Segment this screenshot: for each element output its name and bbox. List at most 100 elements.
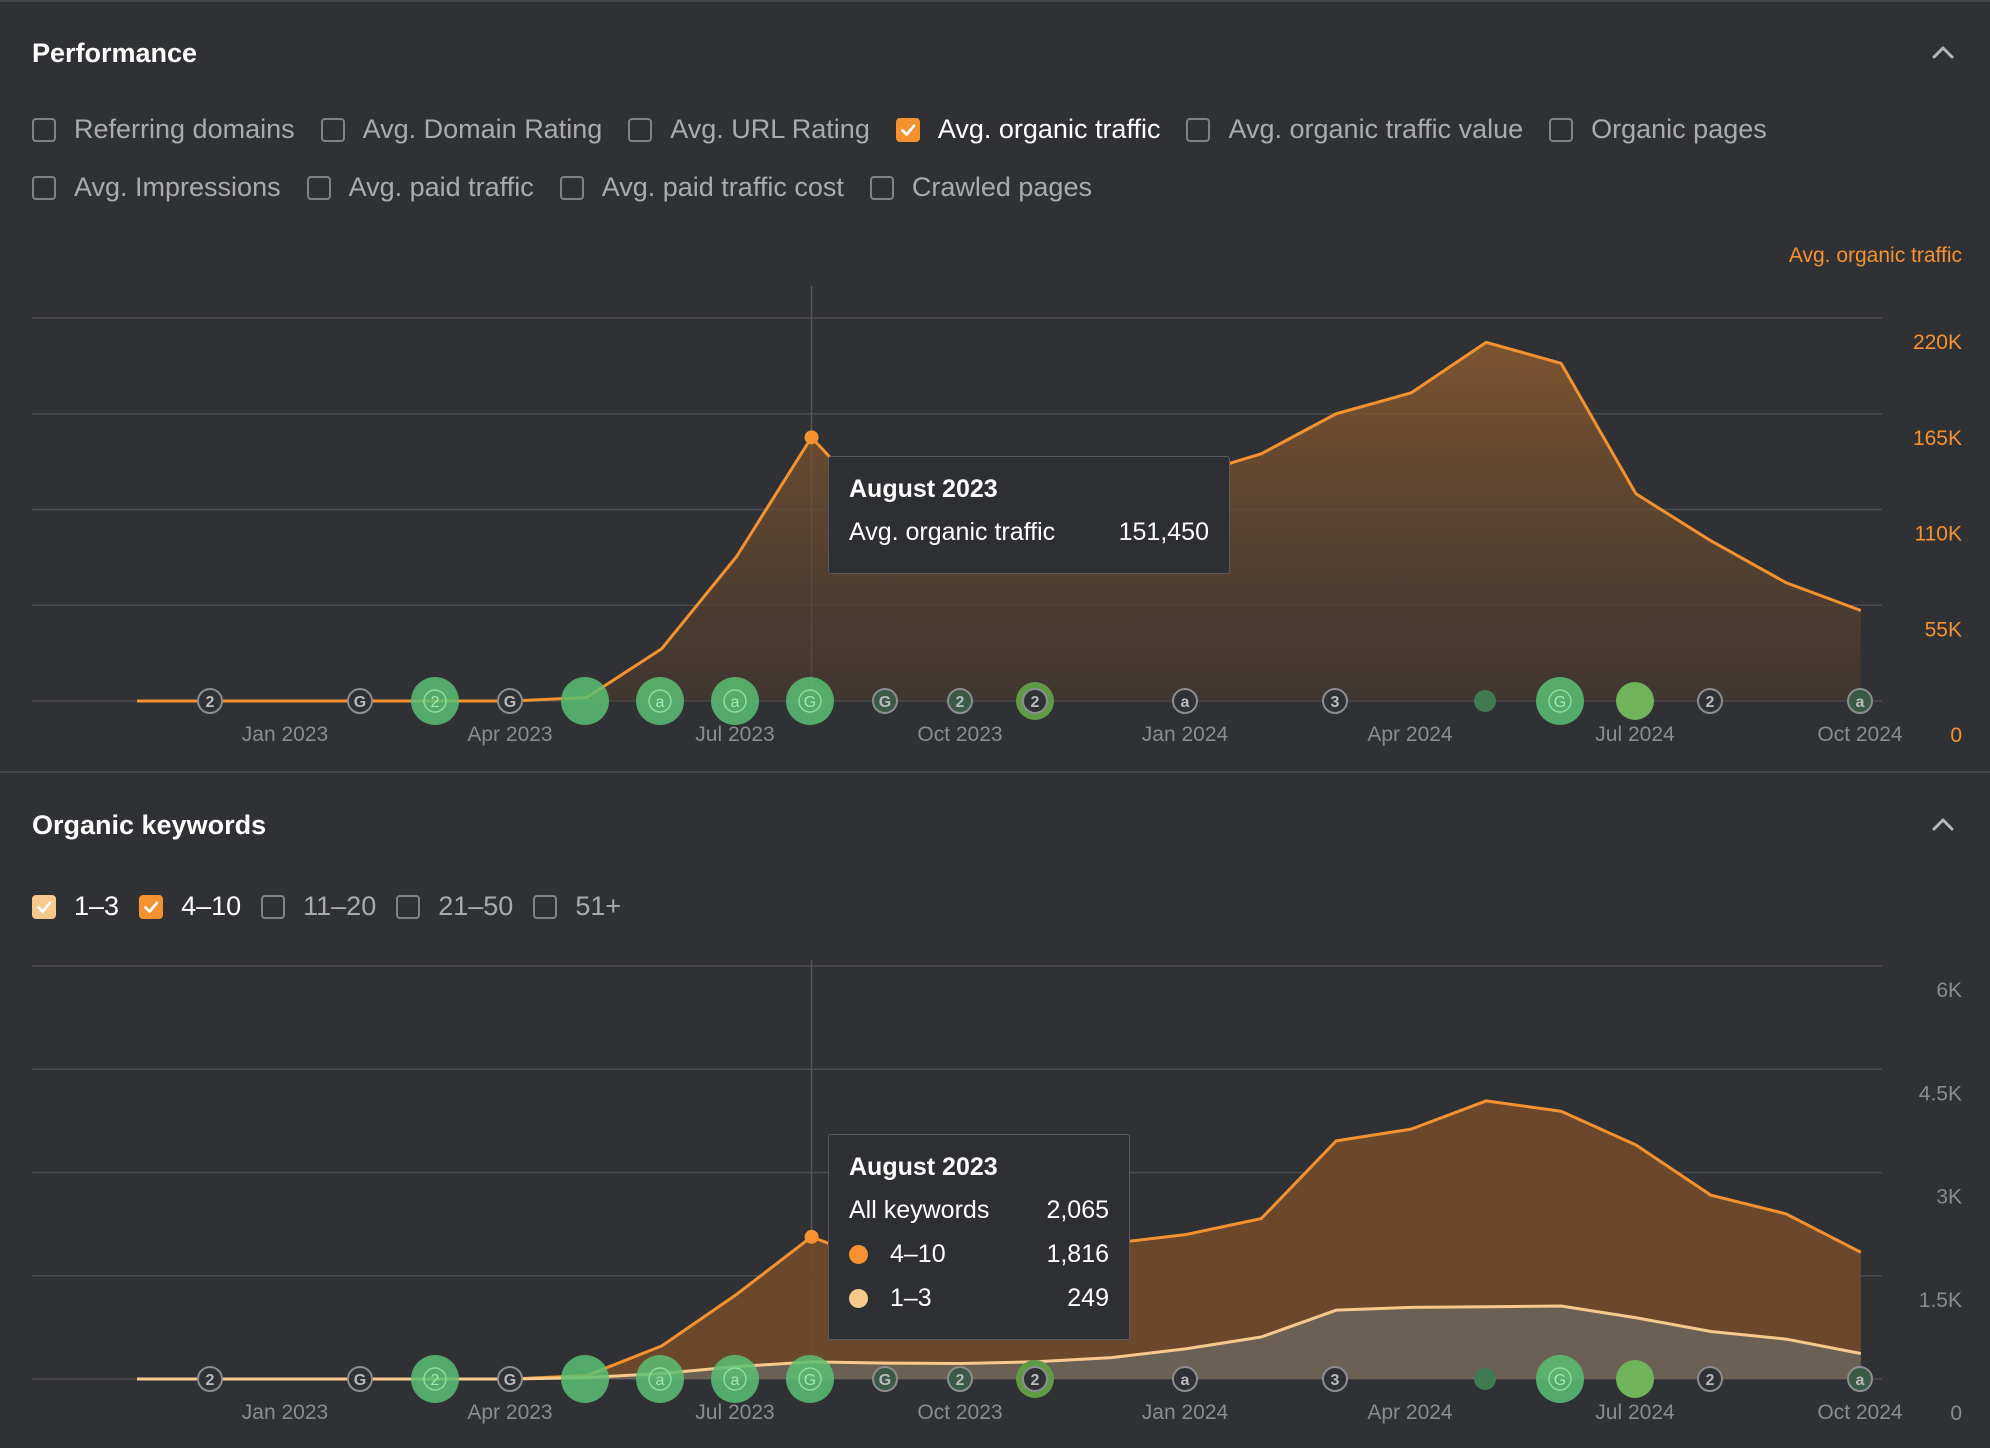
annotation-glyph: 2 xyxy=(1706,694,1715,711)
checkbox-checked-icon[interactable] xyxy=(895,117,920,142)
checkbox-icon[interactable] xyxy=(628,117,653,142)
annotation-marker[interactable] xyxy=(1847,688,1873,714)
checkbox-icon[interactable] xyxy=(32,117,56,142)
x-tick-label: Jul 2024 xyxy=(1595,1401,1675,1424)
checkbox-label: Crawled pages xyxy=(911,172,1092,202)
annotation-glyph: a xyxy=(1181,1372,1190,1389)
annotation-marker-large[interactable] xyxy=(561,1355,609,1403)
annotation-marker[interactable] xyxy=(1172,1366,1198,1392)
collapse-keywords-chevron-up-icon[interactable] xyxy=(1930,812,1956,838)
position-4-10-checkbox[interactable]: 4–10 xyxy=(139,891,241,922)
annotation-marker-large[interactable] xyxy=(711,677,759,725)
x-tick-label: Jul 2023 xyxy=(695,723,774,746)
checkbox-icon[interactable] xyxy=(533,894,558,919)
annotation-marker[interactable] xyxy=(1847,1366,1873,1392)
y-tick-label: 0 xyxy=(1950,724,1962,747)
annotation-marker[interactable] xyxy=(1172,688,1198,714)
y-tick-label: 110K xyxy=(1915,523,1963,546)
checkbox-icon[interactable] xyxy=(396,894,421,919)
checkbox-icon[interactable] xyxy=(869,175,894,200)
checkbox-icon[interactable] xyxy=(1549,117,1574,142)
annotation-marker[interactable] xyxy=(197,688,223,714)
metric-referring-domains-checkbox[interactable]: Referring domains xyxy=(32,114,295,145)
metric-avg-organic-traffic-checkbox[interactable]: Avg. organic traffic xyxy=(895,114,1160,145)
metric-organic-pages-checkbox[interactable]: Organic pages xyxy=(1549,114,1767,145)
annotation-marker[interactable] xyxy=(872,1366,898,1392)
checkbox-icon[interactable] xyxy=(306,175,331,200)
y-tick-label: 1.5K xyxy=(1919,1289,1962,1312)
annotation-marker[interactable] xyxy=(1322,1366,1348,1392)
annotation-glyph: G xyxy=(504,694,516,711)
annotation-marker-dot[interactable] xyxy=(1616,682,1654,720)
annotation-marker-dot[interactable] xyxy=(1616,1360,1654,1398)
annotation-marker-large[interactable] xyxy=(636,677,684,725)
annotation-marker[interactable] xyxy=(947,1366,973,1392)
y-tick-label: 4.5K xyxy=(1919,1082,1962,1105)
annotation-ring-icon xyxy=(423,689,447,713)
annotation-ring-icon xyxy=(798,1367,822,1391)
annotation-marker[interactable] xyxy=(347,1366,373,1392)
annotation-glyph: a xyxy=(656,694,665,711)
annotation-ring-icon xyxy=(1548,689,1572,713)
x-tick-label: Apr 2023 xyxy=(467,723,552,746)
annotation-marker[interactable] xyxy=(1022,688,1048,714)
annotation-marker-large[interactable] xyxy=(786,677,834,725)
checkbox-label: Referring domains xyxy=(74,114,295,144)
tooltip-value: 2,065 xyxy=(1046,1195,1109,1224)
checkbox-label: Avg. organic traffic value xyxy=(1228,114,1524,144)
annotation-marker[interactable] xyxy=(1022,1366,1048,1392)
annotation-ring-icon xyxy=(648,689,672,713)
keyword-position-filters: 1–3 4–10 11–20 21–50 51+ xyxy=(32,891,641,922)
annotation-marker-dot[interactable] xyxy=(1474,690,1496,712)
x-tick-label: Apr 2024 xyxy=(1367,723,1453,746)
annotation-marker[interactable] xyxy=(1322,688,1348,714)
position-21-50-checkbox[interactable]: 21–50 xyxy=(396,891,513,922)
annotation-marker-large[interactable] xyxy=(786,1355,834,1403)
checkbox-checked-icon[interactable] xyxy=(32,894,56,919)
checkbox-icon[interactable] xyxy=(320,117,345,142)
metric-avg-domain-rating-checkbox[interactable]: Avg. Domain Rating xyxy=(320,114,603,145)
annotation-marker-large[interactable] xyxy=(561,677,609,725)
metric-avg-impressions-checkbox[interactable]: Avg. Impressions xyxy=(32,172,281,203)
checkbox-icon[interactable] xyxy=(559,175,584,200)
y-axis-title: Avg. organic traffic xyxy=(1789,244,1962,267)
annotation-glyph: 2 xyxy=(1706,1372,1715,1389)
annotation-marker-large[interactable] xyxy=(411,677,459,725)
annotation-glyph: a xyxy=(1856,694,1865,711)
annotation-marker[interactable] xyxy=(197,1366,223,1392)
annotation-marker-large[interactable] xyxy=(1536,677,1584,725)
collapse-performance-chevron-up-icon[interactable] xyxy=(1930,40,1956,66)
annotation-glyph: 2 xyxy=(206,1372,215,1389)
checkbox-icon[interactable] xyxy=(261,894,286,919)
annotation-marker[interactable] xyxy=(947,688,973,714)
position-1-3-checkbox[interactable]: 1–3 xyxy=(32,891,119,922)
annotation-ring-icon xyxy=(1548,1367,1572,1391)
annotation-marker-large[interactable] xyxy=(411,1355,459,1403)
checkbox-checked-icon[interactable] xyxy=(139,894,164,919)
checkbox-icon[interactable] xyxy=(1186,117,1211,142)
checkbox-icon[interactable] xyxy=(32,175,56,200)
metric-crawled-pages-checkbox[interactable]: Crawled pages xyxy=(869,172,1092,203)
metric-avg-paid-traffic-cost-checkbox[interactable]: Avg. paid traffic cost xyxy=(559,172,844,203)
annotation-marker[interactable] xyxy=(347,688,373,714)
annotation-marker[interactable] xyxy=(497,1366,523,1392)
annotation-glyph: 2 xyxy=(1031,1372,1040,1389)
annotation-marker-large[interactable] xyxy=(1536,1355,1584,1403)
annotation-marker[interactable] xyxy=(1697,688,1723,714)
annotation-marker[interactable] xyxy=(497,688,523,714)
position-11-20-checkbox[interactable]: 11–20 xyxy=(261,891,376,922)
annotation-marker-large[interactable] xyxy=(711,1355,759,1403)
annotation-ring-icon xyxy=(723,1367,747,1391)
metric-avg-organic-traffic-value-checkbox[interactable]: Avg. organic traffic value xyxy=(1186,114,1523,145)
metric-avg-paid-traffic-checkbox[interactable]: Avg. paid traffic xyxy=(306,172,534,203)
performance-metric-options-row-2: Avg. Impressions Avg. paid traffic Avg. pa… xyxy=(32,172,1118,203)
annotation-marker-large[interactable] xyxy=(636,1355,684,1403)
annotation-marker[interactable] xyxy=(1697,1366,1723,1392)
checkbox-label: Avg. Domain Rating xyxy=(362,114,603,144)
checkbox-label: 11–20 xyxy=(303,891,377,921)
annotation-marker-dot[interactable] xyxy=(1474,1368,1496,1390)
metric-avg-url-rating-checkbox[interactable]: Avg. URL Rating xyxy=(628,114,870,145)
annotation-marker[interactable] xyxy=(872,688,898,714)
tooltip-value: 1,816 xyxy=(1046,1239,1109,1268)
position-51-plus-checkbox[interactable]: 51+ xyxy=(533,891,621,922)
